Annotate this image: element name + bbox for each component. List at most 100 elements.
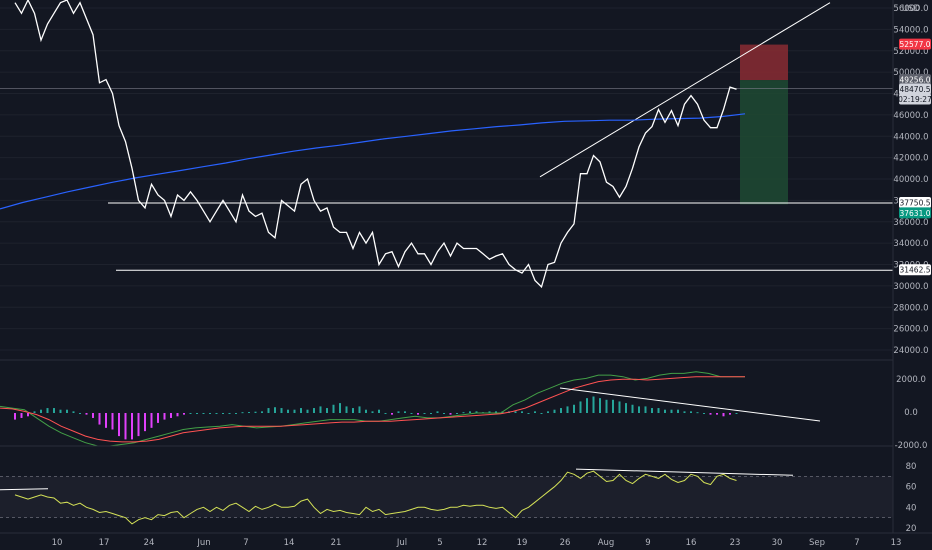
price-axis-label: 24000.0 — [893, 346, 928, 356]
histogram-bar — [729, 413, 731, 415]
histogram-bar — [14, 413, 16, 420]
histogram-bar — [495, 411, 497, 413]
last-price-tag: 48470.5 — [899, 85, 930, 94]
histogram-bar — [209, 413, 211, 414]
stop-loss-tag: 52577.0 — [899, 40, 930, 49]
time-axis-label: 7 — [243, 538, 248, 548]
entry-price-tag: 49256.0 — [899, 76, 930, 85]
histogram-bar — [612, 399, 614, 413]
histogram-bar — [625, 403, 627, 413]
price-series-line — [14, 0, 737, 289]
histogram-bar — [358, 406, 361, 413]
rsi-trend-line[interactable] — [0, 488, 49, 491]
histogram-bar — [592, 396, 595, 413]
histogram-bar — [651, 408, 653, 413]
histogram-bar — [79, 413, 81, 414]
rsi-panel[interactable] — [0, 468, 893, 525]
signal-line — [0, 376, 745, 443]
time-axis-label: Jul — [396, 538, 407, 548]
histogram-bar — [189, 413, 192, 414]
histogram-bar — [423, 413, 426, 414]
histogram-bar — [540, 413, 543, 414]
countdown-tag-bg — [899, 93, 931, 105]
histogram-bar — [20, 413, 23, 418]
histogram-bar — [59, 409, 62, 413]
histogram-bar — [280, 408, 283, 413]
price-axis-label: 34000.0 — [893, 239, 928, 249]
histogram-bar — [378, 409, 380, 413]
histogram-bar — [326, 408, 328, 413]
histogram-bar — [222, 413, 224, 414]
macd-divergence-line[interactable] — [559, 387, 821, 422]
histogram-bar — [690, 411, 692, 413]
histogram-bar — [638, 406, 640, 413]
histogram-bar — [111, 413, 114, 430]
histogram-bar — [449, 413, 452, 415]
time-axis-label: 10 — [52, 538, 63, 548]
take-profit-zone[interactable] — [740, 80, 788, 205]
histogram-bar — [27, 413, 29, 417]
histogram-bar — [735, 413, 738, 414]
histogram-bar — [72, 411, 75, 413]
target-tag: 37631.0 — [899, 209, 930, 218]
histogram-bar — [456, 413, 458, 414]
histogram-bar — [163, 413, 166, 420]
histogram-bar — [345, 406, 348, 413]
macd-panel[interactable] — [0, 371, 821, 447]
histogram-bar — [228, 413, 231, 414]
histogram-bar — [560, 408, 562, 413]
time-axis-label: 16 — [686, 538, 697, 548]
time-axis-label: 24 — [144, 538, 155, 548]
time-axis-label: 26 — [560, 538, 571, 548]
time-axis-label: 14 — [284, 538, 295, 548]
histogram-bar — [248, 412, 250, 414]
rsi-trend-line[interactable] — [575, 468, 794, 476]
histogram-bar — [371, 411, 374, 413]
histogram-bar — [631, 404, 634, 413]
histogram-bar — [436, 411, 439, 413]
trend-line[interactable] — [539, 2, 831, 178]
price-axis-label: 36000.0 — [893, 218, 928, 228]
countdown-tag: 02:19:27 — [898, 95, 932, 104]
histogram-bar — [170, 413, 172, 418]
macd-axis-label: 2000.0 — [896, 375, 926, 385]
time-axis-label: 17 — [99, 538, 110, 548]
rsi-band — [0, 476, 893, 518]
histogram-bar — [33, 411, 36, 413]
histogram-bar — [118, 413, 120, 437]
time-axis-label: 5 — [437, 538, 442, 548]
histogram-bar — [618, 401, 621, 413]
position-tool[interactable] — [740, 44, 788, 205]
rsi-axis-label: 60 — [906, 483, 917, 493]
price-panel[interactable] — [0, 0, 893, 351]
stop-loss-zone[interactable] — [740, 44, 788, 81]
macd-axis-label: 0.0 — [904, 408, 918, 418]
histogram-bar — [547, 411, 549, 413]
histogram-bar — [677, 409, 679, 413]
histogram-bar — [176, 413, 179, 417]
histogram-bar — [261, 411, 263, 413]
histogram-bar — [553, 409, 556, 413]
target-tag-bg — [899, 207, 931, 219]
support-tag: 31462.5 — [899, 266, 930, 275]
histogram-bar — [599, 398, 601, 413]
histogram-bar — [404, 411, 406, 413]
price-axis-label: 30000.0 — [893, 282, 928, 292]
macd-histogram — [14, 396, 738, 440]
histogram-bar — [573, 404, 575, 413]
histogram-bar — [202, 413, 205, 414]
histogram-bar — [443, 413, 445, 414]
histogram-bar — [293, 409, 296, 413]
rsi-axis-label: 20 — [906, 524, 917, 534]
time-axis-label: 19 — [517, 538, 528, 548]
histogram-bar — [306, 409, 309, 413]
histogram-bar — [397, 411, 400, 413]
histogram-bar — [722, 413, 725, 417]
histogram-bar — [241, 412, 244, 414]
histogram-bar — [417, 413, 419, 415]
time-axis-label: 30 — [772, 538, 783, 548]
time-axis-label: 21 — [331, 538, 342, 548]
resistance-tag-bg — [899, 197, 931, 209]
